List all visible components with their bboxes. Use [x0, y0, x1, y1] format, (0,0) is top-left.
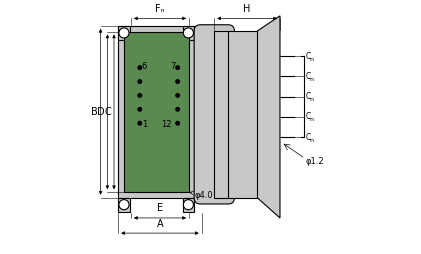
Text: C: C [306, 72, 311, 81]
Circle shape [119, 28, 129, 38]
Circle shape [176, 94, 179, 97]
Text: 1: 1 [142, 120, 147, 129]
Text: φ4.0: φ4.0 [190, 191, 213, 200]
Text: n: n [309, 97, 314, 102]
Text: C: C [306, 133, 311, 141]
Text: C: C [306, 52, 311, 61]
Circle shape [183, 200, 193, 210]
Circle shape [176, 80, 179, 83]
Bar [183, 198, 194, 212]
Text: A: A [157, 218, 163, 229]
Text: B: B [91, 107, 98, 117]
Bar [124, 31, 189, 192]
Text: Fₙ: Fₙ [155, 4, 165, 14]
Text: n: n [309, 138, 314, 143]
Text: n: n [309, 57, 314, 62]
Text: H: H [243, 4, 251, 14]
Bar [118, 26, 194, 198]
Text: 7: 7 [171, 62, 176, 71]
Circle shape [138, 107, 141, 111]
Circle shape [176, 66, 179, 69]
Text: C: C [104, 107, 111, 117]
Circle shape [176, 121, 179, 125]
Bar [214, 31, 257, 198]
Text: E: E [157, 203, 163, 213]
Circle shape [138, 121, 141, 125]
Circle shape [183, 28, 193, 38]
Bar [118, 26, 130, 40]
Text: 6: 6 [142, 62, 147, 71]
Text: φ1.2: φ1.2 [306, 157, 325, 166]
Circle shape [176, 107, 179, 111]
Bar [183, 26, 194, 40]
Circle shape [119, 200, 129, 210]
Circle shape [138, 80, 141, 83]
FancyBboxPatch shape [194, 25, 234, 204]
Text: C: C [306, 113, 311, 121]
Text: 12: 12 [161, 120, 171, 129]
Circle shape [138, 66, 141, 69]
Text: C: C [306, 92, 311, 101]
Text: D: D [97, 107, 104, 117]
Circle shape [138, 94, 141, 97]
Text: n: n [309, 117, 314, 122]
Polygon shape [257, 16, 280, 218]
Text: n: n [309, 77, 314, 82]
Bar [118, 198, 130, 212]
